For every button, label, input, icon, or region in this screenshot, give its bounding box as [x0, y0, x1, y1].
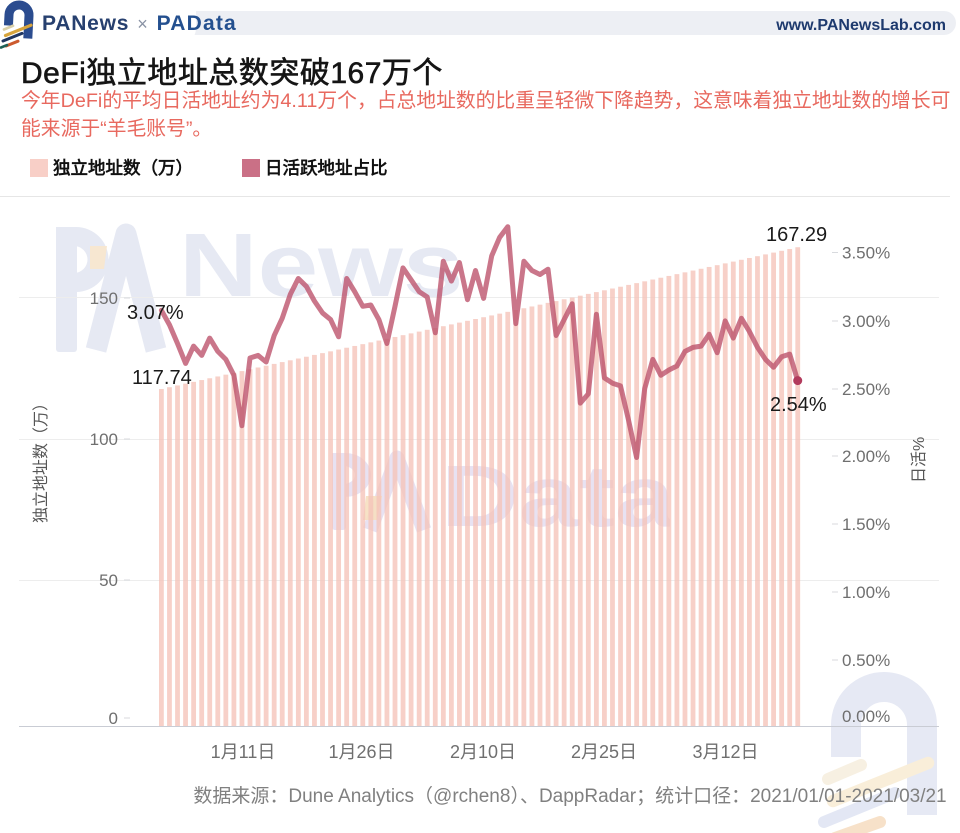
svg-text:3.50%: 3.50%	[842, 244, 890, 263]
svg-text:0.00%: 0.00%	[842, 707, 890, 726]
svg-text:150: 150	[90, 289, 118, 308]
svg-text:3.07%: 3.07%	[127, 302, 184, 324]
svg-text:2月25日: 2月25日	[571, 742, 637, 762]
svg-text:2月10日: 2月10日	[450, 742, 516, 762]
svg-text:1月26日: 1月26日	[328, 742, 394, 762]
svg-text:0: 0	[109, 709, 118, 728]
svg-text:News: News	[179, 222, 463, 316]
svg-text:117.74: 117.74	[132, 367, 192, 389]
svg-text:3.00%: 3.00%	[842, 312, 890, 331]
svg-text:数据来源：Dune Analytics（@rchen8）、D: 数据来源：Dune Analytics（@rchen8）、DappRadar；统…	[193, 785, 946, 807]
svg-text:100: 100	[90, 430, 118, 449]
svg-text:0.50%: 0.50%	[842, 651, 890, 670]
svg-text:1.50%: 1.50%	[842, 515, 890, 534]
svg-text:1月11日: 1月11日	[211, 742, 276, 762]
svg-text:日活%: 日活%	[910, 437, 928, 483]
svg-text:独立地址数（万）: 独立地址数（万）	[32, 395, 50, 523]
svg-text:1.00%: 1.00%	[842, 583, 890, 602]
svg-text:2.54%: 2.54%	[770, 394, 827, 416]
svg-text:3月12日: 3月12日	[692, 742, 758, 762]
svg-text:2.50%: 2.50%	[842, 380, 890, 399]
svg-text:50: 50	[99, 571, 118, 590]
svg-text:167.29: 167.29	[766, 224, 827, 246]
svg-text:2.00%: 2.00%	[842, 447, 890, 466]
